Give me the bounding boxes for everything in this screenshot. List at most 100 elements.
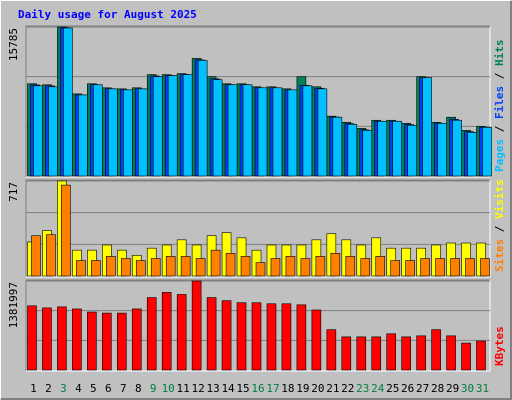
legend-entry: KBytes	[493, 326, 506, 366]
bar	[161, 292, 172, 371]
bar	[240, 256, 251, 277]
bar	[146, 297, 157, 371]
bar	[76, 260, 86, 277]
bar	[270, 258, 281, 277]
bar	[33, 85, 43, 177]
bar	[405, 260, 415, 277]
bar	[317, 88, 328, 177]
bar	[57, 306, 67, 371]
x-tick-label: 12	[192, 382, 205, 395]
bar	[106, 256, 116, 277]
x-tick-label: 30	[461, 382, 474, 395]
bar	[48, 86, 58, 177]
legend-entry: Pages	[493, 139, 506, 172]
bar	[236, 302, 247, 371]
bar	[422, 77, 432, 177]
bar	[87, 311, 97, 371]
chart-title: Daily usage for August 2025	[18, 8, 197, 21]
bar	[362, 130, 373, 177]
bar	[287, 89, 298, 177]
bar	[345, 256, 356, 277]
bar	[72, 308, 82, 371]
bar	[326, 329, 337, 371]
x-tick-label: 6	[105, 382, 112, 395]
x-tick-label: 2	[45, 382, 52, 395]
bar	[210, 249, 221, 277]
bar	[131, 308, 142, 371]
bar	[476, 340, 486, 371]
bar	[296, 304, 307, 371]
bar	[46, 234, 56, 277]
bar	[150, 258, 161, 277]
y-tick-label: 1381997	[7, 282, 20, 328]
bar	[416, 335, 426, 371]
bar	[180, 256, 191, 277]
x-tick-label: 19	[296, 382, 309, 395]
bar	[167, 75, 178, 177]
bar	[135, 260, 146, 277]
bar	[266, 303, 277, 371]
bar	[225, 253, 236, 277]
x-tick-label: 16	[251, 382, 264, 395]
legend: Sites / Visits	[493, 179, 506, 272]
x-tick-label: 20	[311, 382, 324, 395]
legend-separator: /	[493, 219, 506, 239]
legend-separator: /	[493, 66, 506, 86]
bar	[120, 258, 131, 277]
bar	[251, 302, 262, 371]
x-tick-label: 23	[356, 382, 369, 395]
bar	[195, 258, 206, 277]
x-tick-label: 9	[150, 382, 157, 395]
bar	[27, 305, 37, 371]
bar	[63, 27, 73, 177]
bar	[227, 84, 238, 177]
bar	[272, 87, 283, 177]
x-tick-label: 24	[371, 382, 385, 395]
bar	[480, 258, 490, 277]
legend-entry: Hits	[493, 40, 506, 67]
bar	[42, 307, 52, 371]
bar	[450, 258, 460, 277]
legend-separator: /	[493, 119, 506, 139]
bar	[221, 300, 232, 371]
x-tick-label: 15	[236, 382, 249, 395]
x-tick-label: 14	[221, 382, 235, 395]
bar	[61, 184, 71, 277]
bar	[191, 280, 202, 371]
x-tick-label: 7	[120, 382, 127, 395]
bar	[437, 122, 447, 177]
bar	[285, 256, 296, 277]
x-tick-label: 29	[446, 382, 459, 395]
bar	[341, 336, 352, 371]
bar	[116, 312, 127, 371]
x-tick-label: 3	[60, 382, 67, 395]
legend-entry: Sites	[493, 239, 506, 272]
bar	[108, 88, 118, 177]
bar	[465, 258, 475, 277]
bar	[360, 258, 371, 277]
bar	[122, 89, 133, 177]
x-tick-label: 5	[90, 382, 97, 395]
bar	[392, 120, 403, 177]
bar	[302, 85, 313, 177]
legend-entry: Files	[493, 86, 506, 119]
bar	[182, 74, 193, 177]
bar	[242, 84, 253, 177]
bar	[311, 309, 322, 371]
legend: Pages / Files / Hits	[493, 40, 506, 173]
x-tick-label: 18	[281, 382, 294, 395]
bar	[407, 125, 417, 177]
bar	[300, 258, 311, 277]
bar	[347, 124, 358, 177]
y-tick-label: 15785	[7, 28, 20, 61]
bar	[377, 120, 388, 177]
bar	[281, 303, 292, 371]
bar	[461, 342, 471, 371]
x-tick-label: 1	[30, 382, 37, 395]
bar	[332, 116, 343, 177]
legend-entry: Visits	[493, 179, 506, 219]
bar	[93, 84, 103, 177]
bar	[197, 60, 208, 177]
bar	[452, 119, 462, 177]
bar	[137, 88, 148, 177]
